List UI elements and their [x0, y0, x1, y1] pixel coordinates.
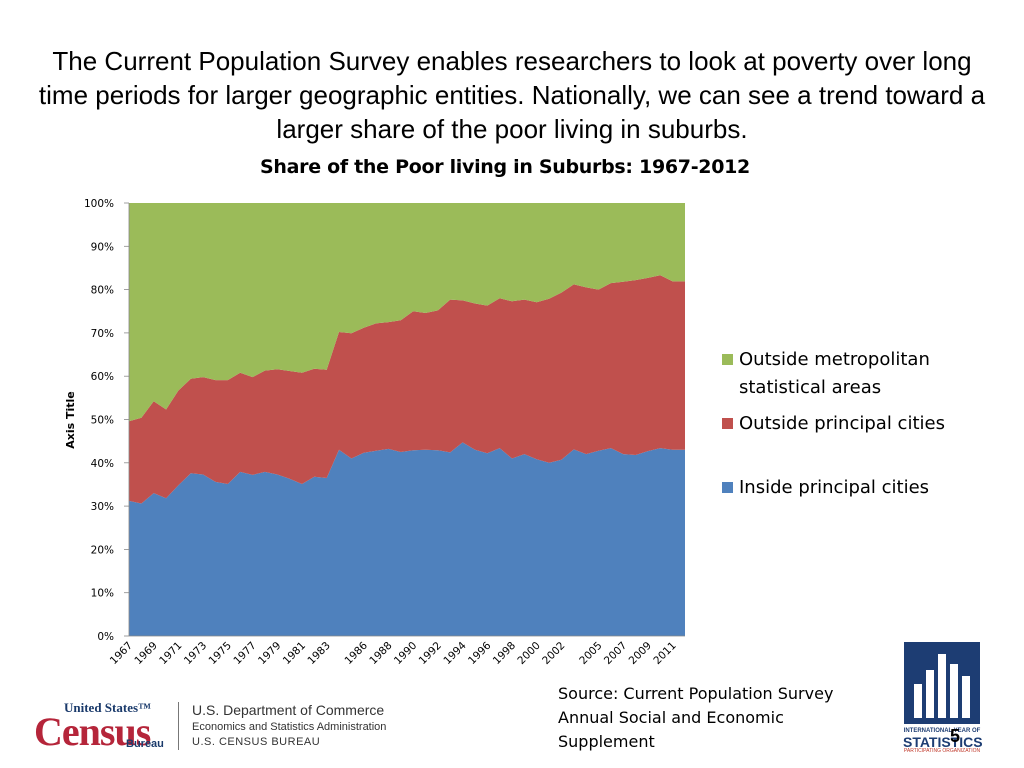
source-line-2: Annual Social and Economic: [558, 708, 784, 727]
x-tick-label: 1979: [256, 640, 283, 667]
chart-legend: Outside metropolitan statistical areas Ou…: [722, 346, 992, 502]
statistics-2013-logo: INTERNATIONAL YEAR OF STATISTICS PARTICI…: [903, 642, 983, 754]
area-series-inside-principal-cities: [129, 442, 685, 636]
x-tick-label: 1969: [132, 640, 159, 667]
bar-graph-icon: [914, 654, 970, 718]
dept-line-2: Economics and Statistics Administration: [192, 721, 387, 733]
source-line-1: Source: Current Population Survey: [558, 684, 834, 703]
census-bureau-logo: United States™ Census Bureau: [34, 700, 164, 754]
x-tick-label: 1977: [231, 640, 258, 667]
source-note: Source: Current Population Survey Annual…: [558, 682, 858, 754]
statistics-logo-line-3: PARTICIPATING ORGANIZATION: [903, 748, 981, 754]
x-tick-label: 1971: [157, 640, 184, 667]
statistics-logo-line-1: INTERNATIONAL YEAR OF: [903, 728, 981, 734]
legend-swatch: [722, 482, 733, 493]
y-tick-label: 10%: [91, 588, 114, 600]
y-tick-label: 60%: [91, 371, 114, 383]
y-tick-label: 20%: [91, 544, 114, 556]
x-tick-label: 1998: [491, 640, 518, 667]
legend-label: Outside principal cities: [739, 413, 945, 434]
department-text: U.S. Department of Commerce Economics an…: [192, 702, 386, 748]
area-series-outside-principal-cities: [129, 275, 685, 504]
dept-line-3: U.S. CENSUS BUREAU: [192, 736, 321, 748]
chart-title: Share of the Poor living in Suburbs: 196…: [260, 156, 750, 178]
x-tick-label: 1988: [367, 640, 394, 667]
stacked-area-chart: 0% 10% 20% 30% 40% 50% 60% 70% 80% 90% 100% 1967196…: [64, 198, 685, 667]
slide-heading: The Current Population Survey enables re…: [38, 46, 986, 144]
chart-areas: [129, 203, 685, 636]
statistics-logo-line-2: STATISTICS: [903, 734, 983, 750]
x-tick-label: 2011: [651, 640, 678, 667]
x-tick-label: 1983: [305, 640, 332, 667]
x-tick-label: 1975: [207, 640, 234, 667]
area-series-outside-metropolitan-statistical-areas: [129, 203, 685, 422]
x-tick-label: 1973: [182, 640, 209, 667]
legend-item: Outside metropolitan statistical areas: [722, 346, 992, 402]
census-logo-top: United States™: [64, 700, 152, 715]
statistics-logo-graphic: [904, 642, 980, 724]
census-logo-main: Census: [34, 709, 151, 754]
source-line-3: Supplement: [558, 732, 655, 751]
legend-item: Inside principal cities: [722, 474, 992, 502]
footer-divider: [178, 702, 179, 750]
y-tick-label: 70%: [91, 328, 114, 340]
y-tick-label: 0%: [97, 631, 114, 643]
y-tick-label: 100%: [84, 198, 114, 210]
x-tick-label: 1967: [108, 640, 135, 667]
y-tick-label: 90%: [91, 241, 114, 253]
y-tick-label: 50%: [91, 415, 114, 427]
legend-swatch: [722, 418, 733, 429]
dept-line-1: U.S. Department of Commerce: [192, 702, 385, 718]
legend-item: Outside principal cities: [722, 410, 992, 438]
legend-label: Inside principal cities: [739, 477, 930, 498]
x-tick-label: 2005: [577, 640, 604, 667]
x-tick-label: 1981: [281, 640, 308, 667]
x-tick-label: 2007: [602, 640, 629, 667]
x-tick-label: 1994: [441, 639, 469, 667]
x-tick-label: 2009: [627, 640, 654, 667]
x-tick-label: 2000: [515, 640, 542, 667]
y-tick-label: 40%: [91, 458, 114, 470]
x-tick-label: 1992: [417, 640, 444, 667]
legend-swatch: [722, 354, 733, 365]
x-tick-label: 1996: [466, 639, 494, 667]
x-tick-label: 1986: [343, 639, 371, 667]
y-tick-label: 80%: [91, 285, 114, 297]
x-tick-label: 2002: [540, 640, 567, 667]
census-logo-bureau: Bureau: [126, 738, 164, 750]
y-axis-title: Axis Title: [64, 391, 77, 449]
y-tick-label: 30%: [91, 501, 114, 513]
legend-label: Outside metropolitan statistical areas: [739, 349, 930, 398]
slide-number: 5: [950, 726, 961, 746]
x-tick-label: 1990: [392, 640, 419, 667]
